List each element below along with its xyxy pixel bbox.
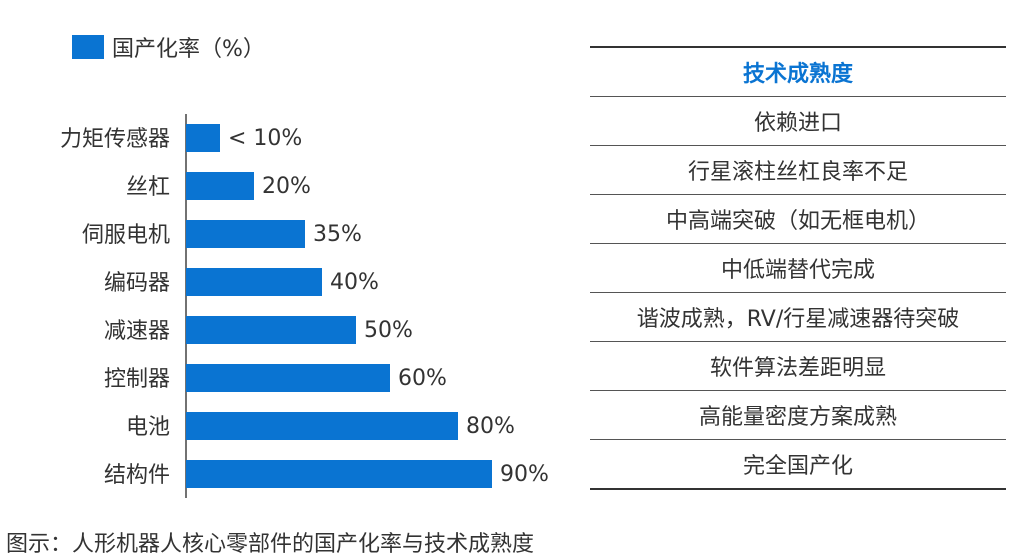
category-label: 减速器 [104, 319, 170, 344]
bar [186, 364, 390, 392]
table-row: 中低端替代完成 [590, 244, 1006, 293]
category-label: 力矩传感器 [60, 127, 170, 152]
category-label: 结构件 [104, 463, 170, 488]
category-label: 编码器 [104, 271, 170, 296]
table-row: 行星滚柱丝杠良率不足 [590, 146, 1006, 195]
chart-legend: 国产化率（%） [72, 31, 265, 63]
legend-swatch [72, 35, 104, 59]
bar-value-label: 40% [330, 270, 379, 295]
bar-value-label: 20% [262, 174, 311, 199]
bar [186, 412, 458, 440]
table-row: 软件算法差距明显 [590, 342, 1006, 391]
bar [186, 268, 322, 296]
bar-value-label: 35% [313, 222, 362, 247]
category-label: 电池 [126, 415, 170, 440]
legend-label: 国产化率（%） [112, 37, 265, 62]
category-label: 丝杠 [126, 175, 170, 200]
bar-value-label: 80% [466, 414, 515, 439]
table-row: 中高端突破（如无框电机） [590, 195, 1006, 244]
maturity-table: 技术成熟度 依赖进口 行星滚柱丝杠良率不足 中高端突破（如无框电机） 中低端替代… [590, 46, 1006, 490]
bar [186, 124, 220, 152]
table-header: 技术成熟度 [590, 48, 1006, 97]
bar-value-label: 60% [398, 366, 447, 391]
table-row: 完全国产化 [590, 440, 1006, 490]
bar [186, 172, 254, 200]
bar-value-label: 50% [364, 318, 413, 343]
table-row: 高能量密度方案成熟 [590, 391, 1006, 440]
category-label: 伺服电机 [82, 223, 170, 248]
bar [186, 460, 492, 488]
figure-caption: 图示：人形机器人核心零部件的国产化率与技术成熟度 [6, 532, 535, 557]
bar-value-label: 90% [500, 462, 549, 487]
bar-chart: 力矩传感器 < 10% 丝杠 20% 伺服电机 35% 编码器 40% 减速器 50% 控制器 60%… [60, 114, 549, 498]
table-top-rule [590, 46, 1006, 48]
table-row: 谐波成熟，RV/行星减速器待突破 [590, 293, 1006, 342]
bar-value-label: < 10% [228, 126, 302, 151]
table-row: 依赖进口 [590, 97, 1006, 146]
bar [186, 220, 305, 248]
category-label: 控制器 [104, 367, 170, 392]
bar [186, 316, 356, 344]
